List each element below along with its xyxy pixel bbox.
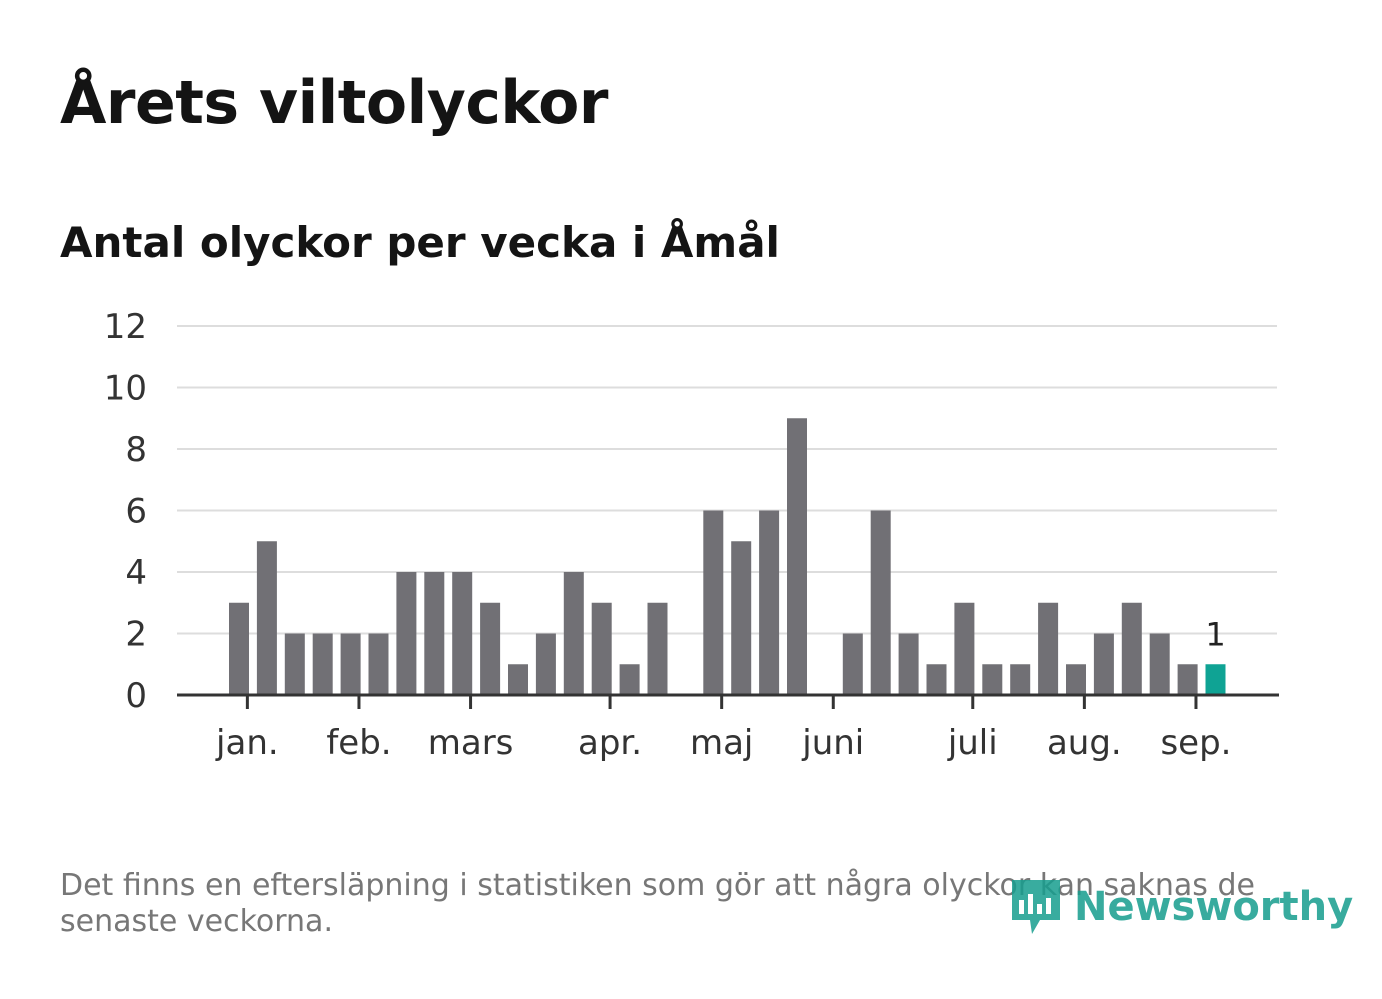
bar	[842, 633, 863, 695]
bar	[368, 633, 389, 695]
bar	[591, 602, 612, 695]
x-tick-label: mars	[428, 723, 514, 763]
bar	[898, 633, 919, 695]
bar	[731, 541, 752, 695]
bar	[759, 510, 780, 695]
bar	[1121, 602, 1142, 695]
bar	[480, 602, 501, 695]
bar	[535, 633, 556, 695]
last-value-label: 1	[1205, 615, 1225, 653]
bar	[1093, 633, 1114, 695]
bar	[396, 572, 417, 695]
x-tick-label: sep.	[1160, 723, 1231, 763]
bar	[424, 572, 445, 695]
bar	[619, 664, 640, 695]
bar	[954, 602, 975, 695]
bar	[284, 633, 305, 695]
newsworthy-logo-icon	[1012, 880, 1060, 934]
bars	[229, 418, 1226, 695]
x-tick-label: juli	[947, 723, 998, 763]
bar	[1149, 633, 1170, 695]
x-tick-label: juni	[801, 723, 864, 763]
x-tick-label: feb.	[326, 723, 391, 763]
bar	[1177, 664, 1198, 695]
bar	[563, 572, 584, 695]
chart-subtitle: Antal olyckor per vecka i Åmål	[60, 218, 780, 267]
y-tick-label: 6	[125, 492, 147, 532]
x-tick-label: aug.	[1047, 723, 1122, 763]
bar	[703, 510, 724, 695]
y-tick-label: 0	[125, 676, 147, 716]
bar	[787, 418, 807, 695]
bar	[926, 664, 947, 695]
bar	[1010, 664, 1031, 695]
logo-text: Newsworthy	[1074, 884, 1354, 930]
y-tick-label: 2	[125, 615, 147, 655]
bar	[1066, 664, 1086, 695]
newsworthy-logo: Newsworthy	[1010, 876, 1353, 938]
bar	[256, 541, 277, 695]
x-tick-label: maj	[690, 723, 753, 763]
x-axis-ticks: jan. feb. mars apr. maj juni juli aug. sep.	[215, 695, 1231, 763]
bar	[508, 664, 528, 695]
bar	[340, 633, 361, 695]
bar-highlight	[1205, 664, 1226, 695]
grid-lines	[177, 325, 1277, 635]
bar	[647, 602, 668, 695]
y-tick-label: 8	[125, 430, 147, 470]
y-tick-label: 12	[104, 307, 147, 347]
chart-title: Årets viltolyckor	[60, 68, 609, 138]
bar	[870, 510, 891, 695]
bar	[982, 664, 1003, 695]
bar	[229, 602, 249, 695]
x-tick-label: jan.	[215, 723, 279, 763]
y-tick-label: 10	[104, 369, 147, 409]
x-tick-label: apr.	[578, 723, 642, 763]
y-tick-label: 4	[125, 553, 147, 593]
bar	[452, 572, 473, 695]
bar	[1038, 602, 1059, 695]
bar	[312, 633, 333, 695]
y-axis-ticks: 0 2 4 6 8 10 12	[104, 307, 147, 716]
data-labels: 1	[1205, 615, 1225, 653]
